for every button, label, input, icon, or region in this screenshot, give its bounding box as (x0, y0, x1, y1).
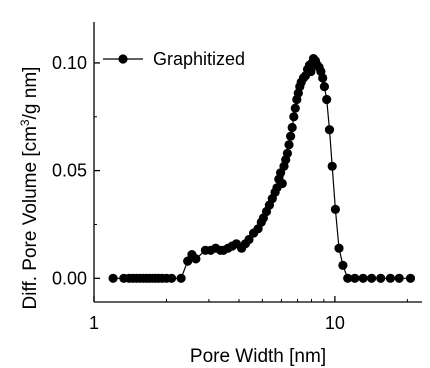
data-point (338, 260, 348, 270)
y-tick-label: 0.00 (52, 268, 87, 288)
data-point (318, 73, 328, 83)
data-point (385, 273, 395, 283)
data-point (350, 273, 360, 283)
data-point (183, 256, 193, 266)
data-point (324, 125, 335, 135)
data-point (290, 103, 300, 113)
data-point (108, 273, 118, 283)
y-tick-label: 0.10 (52, 53, 87, 73)
data-point (176, 273, 186, 283)
data-point (330, 204, 340, 214)
data-point (306, 66, 316, 77)
axes: 0.00 0.05 0.10 1 10 (52, 22, 422, 333)
data-point (327, 161, 337, 171)
y-axis-label-main: Diff. Pore Volume [cm (20, 126, 41, 309)
data-point (284, 140, 294, 150)
data-point (167, 273, 177, 283)
y-axis-label-tail: /g nm] (20, 67, 41, 120)
data-point (191, 254, 201, 264)
data-point (282, 148, 292, 158)
data-point (394, 273, 404, 283)
data-point (334, 243, 344, 253)
data-point (289, 112, 299, 122)
data-point (343, 273, 353, 283)
data-point (376, 273, 386, 283)
legend-marker (118, 54, 128, 64)
y-axis-label: Diff. Pore Volume [cm3/g nm] (18, 67, 41, 310)
data-point (405, 273, 416, 283)
legend: Graphitized (103, 49, 245, 69)
data-point (367, 273, 377, 283)
y-axis-label-superscript: 3 (18, 119, 32, 126)
data-point (287, 122, 297, 133)
legend-label: Graphitized (153, 49, 245, 69)
y-tick-label: 0.05 (52, 161, 87, 181)
data-point (319, 82, 329, 92)
plot-area (108, 54, 416, 283)
data-point (277, 178, 287, 189)
data-point (358, 273, 368, 283)
x-tick-label: 1 (89, 313, 99, 333)
data-point (244, 234, 254, 245)
x-axis-label: Pore Width [nm] (190, 346, 326, 367)
data-point (286, 131, 296, 141)
data-point (322, 94, 332, 105)
series-line (113, 57, 411, 279)
x-tick-label: 10 (325, 313, 345, 333)
